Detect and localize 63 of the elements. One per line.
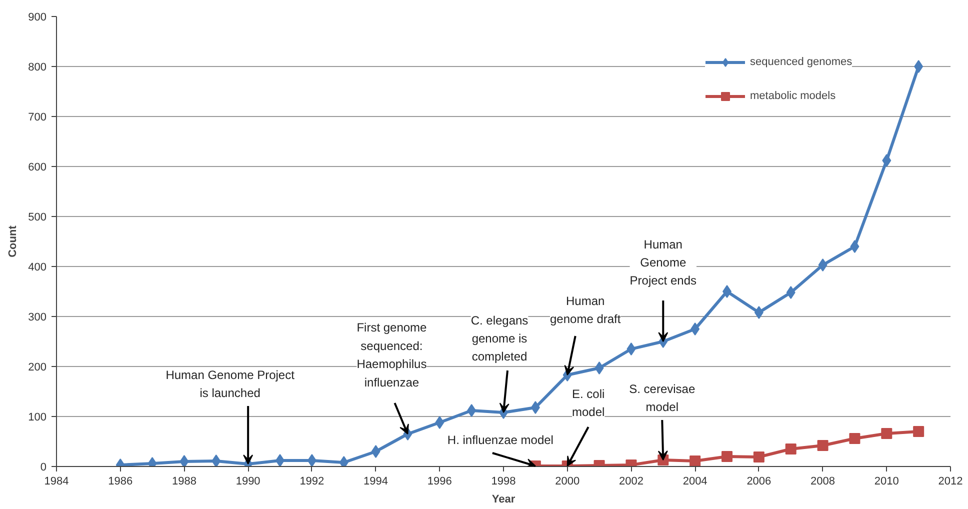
annotation: H. influenzae model	[447, 433, 554, 447]
point	[594, 362, 604, 374]
point	[914, 60, 924, 73]
x-tick-label: 1998	[491, 476, 516, 488]
y-tick-label: 100	[28, 412, 47, 424]
y-tick-label: 200	[28, 362, 47, 374]
point	[882, 154, 892, 167]
annotation: First genome sequenced: Haemophilus influenzae	[356, 320, 428, 390]
x-tick-label: 1984	[44, 476, 69, 488]
point	[785, 444, 796, 454]
annotation: S. cerevisae model	[629, 382, 696, 414]
annotation: E. coli model	[572, 386, 605, 420]
legend-label: sequenced genomes	[750, 56, 852, 68]
point	[530, 401, 540, 414]
point	[690, 456, 701, 466]
point	[754, 306, 764, 319]
point	[850, 240, 860, 253]
y-tick-label: 400	[28, 262, 47, 274]
x-tick-label: 2002	[618, 476, 644, 488]
x-tick-label: 1990	[236, 476, 260, 488]
point	[435, 416, 444, 429]
point	[753, 452, 764, 462]
point	[180, 455, 189, 466]
x-tick-label: 1986	[108, 476, 133, 488]
annotation: C. elegans genome is completed	[470, 313, 528, 364]
point	[212, 454, 221, 466]
x-tick-label: 1994	[364, 476, 388, 488]
y-tick-label: 900	[28, 12, 47, 24]
y-tick-label: 800	[28, 62, 47, 74]
y-tick-label: 500	[28, 212, 47, 224]
point	[817, 440, 828, 451]
x-tick-label: 1988	[172, 476, 196, 488]
y-tick-label: 300	[28, 312, 47, 324]
point	[722, 451, 732, 462]
legend-label: metabolic models	[750, 90, 836, 102]
x-tick-label: 2006	[746, 476, 772, 488]
y-tick-label: 700	[28, 112, 47, 124]
point	[786, 286, 796, 299]
point	[467, 404, 476, 417]
x-tick-label: 2012	[938, 476, 963, 488]
y-axis-title: Count	[7, 225, 20, 258]
point	[849, 433, 860, 444]
x-tick-label: 2000	[555, 476, 580, 488]
annotation: Human Genome Project is launched	[166, 368, 296, 400]
point	[690, 322, 700, 336]
point	[626, 342, 636, 356]
point	[371, 445, 380, 458]
x-tick-label: 1992	[300, 476, 324, 488]
annotation: Human Genome Project ends	[630, 237, 696, 288]
y-tick-label: 600	[28, 162, 47, 174]
point	[818, 258, 828, 272]
x-tick-label: 2004	[682, 476, 708, 488]
x-tick-label: 2008	[810, 476, 836, 488]
point	[913, 426, 924, 437]
x-axis-title: Year	[492, 494, 516, 506]
point	[339, 456, 348, 466]
x-tick-label: 2010	[874, 476, 899, 488]
point	[276, 454, 284, 466]
y-tick-label: 0	[40, 462, 47, 474]
point	[307, 454, 316, 466]
x-tick-label: 1996	[427, 476, 452, 488]
point	[881, 428, 892, 439]
annotation: Human genome draft	[550, 294, 622, 326]
